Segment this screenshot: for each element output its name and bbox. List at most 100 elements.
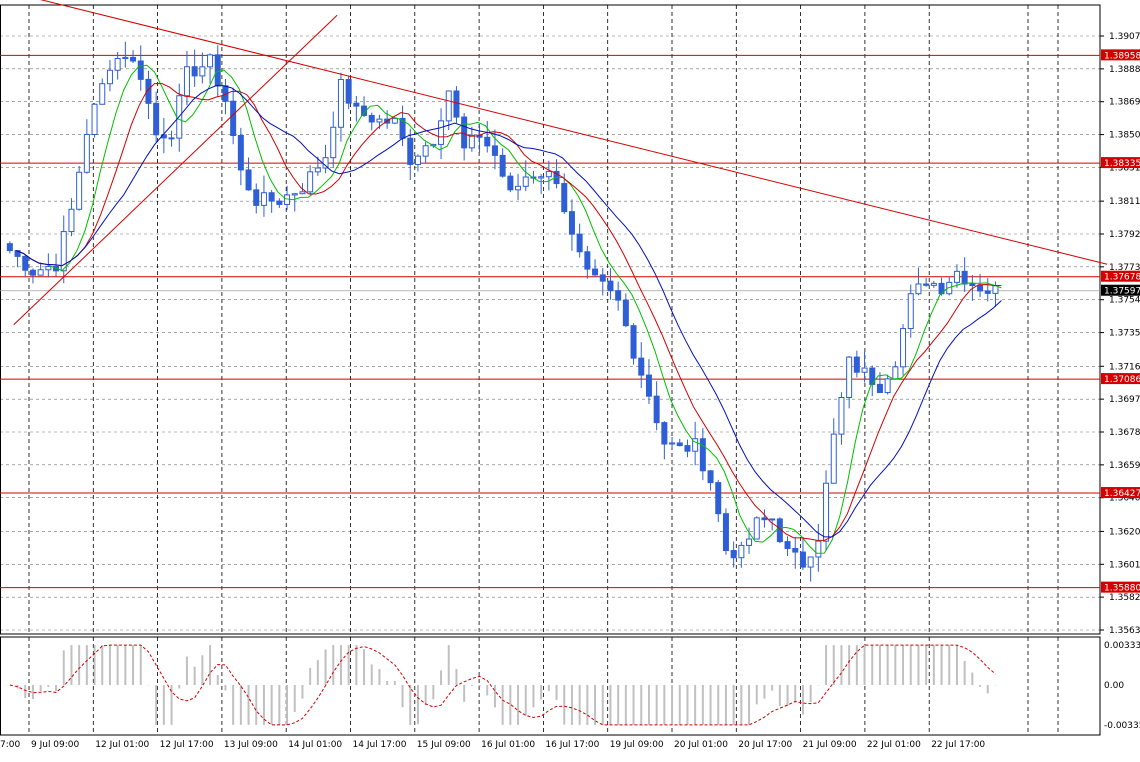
candle-body [130,56,137,62]
candle [99,78,106,105]
time-tick-label-15: 22 Jul 17:00 [931,740,985,750]
price-tick-label-17: 1.35825 [1109,593,1140,603]
level-tag-4 [1101,487,1140,499]
candle-body [330,126,337,159]
candle-body [699,438,706,472]
candle [946,276,953,296]
candle [561,173,568,214]
candle-body [137,60,144,80]
time-tick-label-3: 12 Jul 17:00 [160,740,214,750]
candle-body [291,193,298,196]
candle [130,50,137,64]
price-tick-label-12: 1.36780 [1109,428,1140,438]
current-price-label: 1.37597 [1104,287,1140,297]
candle [199,52,206,84]
level-tag-2 [1101,270,1140,282]
candle [900,324,907,376]
candle-body [422,145,429,157]
candle-body [45,265,52,271]
candle [923,277,930,287]
candle-body [284,194,291,205]
candle [784,536,791,556]
candle [468,126,475,152]
candle [645,359,652,404]
candle-body [853,356,860,373]
candle [846,355,853,409]
candle-body [145,78,152,104]
candle [592,259,599,278]
candle [407,128,414,181]
candle [345,76,352,110]
candle-body [60,231,67,272]
time-axis: 7:00 9 Jul 09:00 12 Jul 01:00 12 Jul 17:00 1… [0,740,985,750]
candle-body [915,283,922,295]
level-tag-0 [1101,49,1140,61]
candle [291,193,298,212]
time-tick-label-6: 14 Jul 17:00 [353,740,407,750]
candle [884,374,891,395]
candle [114,51,121,80]
candle [230,87,237,145]
price-tick-label-18: 1.35635 [1109,626,1140,636]
candle-body [445,90,452,122]
candle [499,148,506,178]
candle-body [830,433,837,484]
candle [861,351,868,383]
candle [830,418,837,484]
candle [191,49,198,87]
candle-body [322,157,329,169]
candle-body [977,285,984,292]
candle-body [314,167,321,173]
price-tick-label-11: 1.36970 [1109,395,1140,405]
price-tick-label-13: 1.36590 [1109,461,1140,471]
candle [907,284,914,338]
candle [284,185,291,210]
candle [653,381,660,431]
candle [438,108,445,160]
candle [584,245,591,279]
candle-body [653,395,660,424]
candle-body [191,66,198,77]
candle-body [14,250,21,257]
candle-body [568,211,575,235]
price-tick-label-6: 1.37925 [1109,230,1140,240]
candle-body [907,293,914,330]
candle [576,223,583,258]
candle [307,165,314,196]
candle-body [769,518,776,521]
candle [37,262,44,276]
candle-body [245,169,252,191]
candle [661,421,668,460]
trend-lines[interactable] [6,0,1108,326]
candle-body [368,114,375,123]
candle-body [638,357,645,376]
candle-body [515,185,522,191]
candle-body [114,58,121,71]
candle [977,273,984,298]
candle [414,154,421,172]
candle [522,160,529,192]
time-tick-label-10: 19 Jul 09:00 [610,740,664,750]
candle [237,127,244,186]
moving-average-line-0 [15,64,1002,554]
level-tag-label-5: 1.35880 [1104,584,1140,594]
price-tick-label-5: 1.38115 [1109,197,1140,207]
candle-body [168,137,175,140]
candle-body [622,299,629,327]
candle-body [846,356,853,399]
candle-body [461,116,468,149]
candle [707,469,714,491]
candle [245,157,252,191]
candle-body [930,282,937,286]
candle-body [37,269,44,276]
candle-body [599,274,606,282]
candle-body [953,270,960,283]
candle [699,428,706,481]
time-tick-label-4: 13 Jul 09:00 [224,740,278,750]
candle-body [807,556,814,568]
candle [361,96,368,117]
candle-body [961,270,968,285]
candle-body [91,103,98,135]
